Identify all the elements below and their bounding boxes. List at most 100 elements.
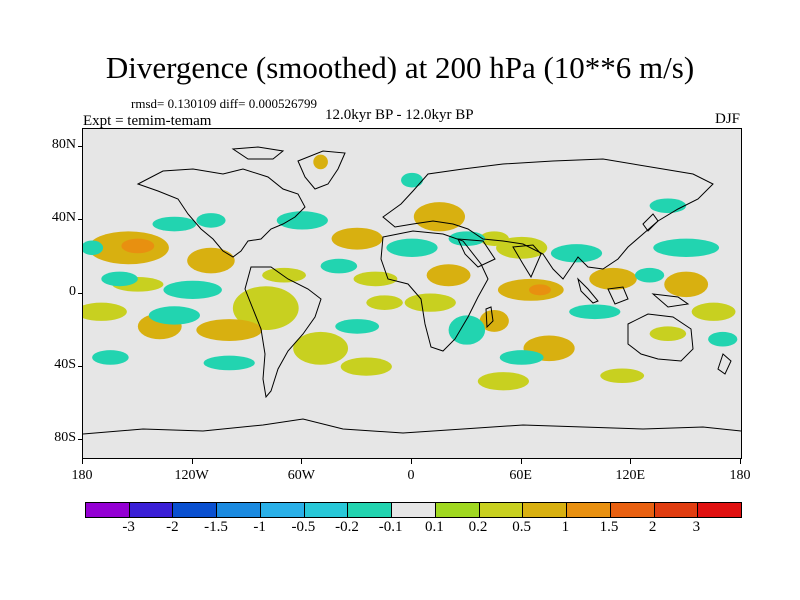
colorbar-swatch bbox=[435, 503, 480, 517]
colorbar-swatch bbox=[567, 503, 611, 517]
field-blob bbox=[203, 355, 255, 371]
x-tick-label: 60W bbox=[287, 468, 315, 483]
field-blob bbox=[448, 231, 486, 246]
colorbar-swatch bbox=[173, 503, 218, 517]
colorbar-swatch bbox=[260, 503, 305, 517]
coastlines bbox=[83, 146, 741, 435]
x-tick-label: 180 bbox=[71, 468, 93, 483]
coast-arabia bbox=[457, 238, 496, 268]
field-blob bbox=[313, 154, 328, 170]
season-label: DJF bbox=[714, 111, 740, 127]
y-tick-mark bbox=[78, 146, 82, 148]
y-tick-mark bbox=[78, 292, 82, 294]
coast-new-guinea bbox=[651, 293, 690, 308]
colorbar-swatch bbox=[698, 503, 742, 517]
field-blob bbox=[496, 236, 548, 259]
field-blob bbox=[550, 244, 603, 263]
field-blob bbox=[426, 264, 471, 287]
x-tick-mark bbox=[411, 459, 412, 464]
colorbar-swatch bbox=[610, 503, 655, 517]
field-blob bbox=[101, 271, 138, 287]
colorbar-swatch bbox=[392, 503, 436, 517]
field-blob bbox=[413, 202, 466, 232]
field-blob bbox=[187, 247, 235, 274]
colorbar-swatch bbox=[217, 503, 261, 517]
field-blob bbox=[196, 213, 226, 228]
coast-greenland bbox=[297, 150, 346, 190]
field-blob bbox=[340, 357, 392, 376]
y-tick-label: 40N bbox=[51, 210, 76, 226]
y-tick-label: 80S bbox=[54, 429, 76, 445]
coast-australia bbox=[627, 313, 694, 362]
x-tick-mark bbox=[520, 459, 522, 464]
coast-antarctica bbox=[83, 418, 741, 435]
field-blob bbox=[569, 304, 621, 320]
field-blob bbox=[649, 326, 687, 342]
colorbar-label: 1 bbox=[561, 519, 570, 535]
colorbar-label: 0.2 bbox=[468, 519, 488, 535]
colorbar-swatch bbox=[479, 503, 524, 517]
field-blob bbox=[163, 280, 222, 299]
field-blob bbox=[121, 238, 155, 254]
y-tick-mark bbox=[78, 219, 82, 221]
colorbar-swatch bbox=[86, 503, 130, 517]
colorbar-label: -0.5 bbox=[291, 519, 316, 535]
period-label: 12.0kyr BP - 12.0kyr BP bbox=[325, 107, 474, 123]
y-tick-label: 80N bbox=[51, 137, 76, 153]
field-blob bbox=[353, 271, 398, 287]
field-blob bbox=[634, 267, 665, 283]
x-tick-mark bbox=[191, 459, 193, 464]
coast-sumatra bbox=[577, 277, 599, 304]
field-blob bbox=[276, 211, 328, 230]
colorbar-swatch bbox=[654, 503, 699, 517]
colorbar-label: -1.5 bbox=[204, 519, 228, 535]
x-tick-mark bbox=[301, 459, 303, 464]
field-blob bbox=[600, 368, 645, 384]
colorbar-label: -2 bbox=[166, 519, 179, 535]
divergence-field bbox=[83, 154, 738, 391]
colorbar-swatch bbox=[304, 503, 349, 517]
y-tick-label: 40S bbox=[54, 356, 76, 372]
coast-borneo bbox=[607, 286, 629, 305]
coast-eurasia bbox=[382, 158, 714, 280]
field-blob bbox=[653, 238, 720, 257]
field-blob bbox=[148, 306, 200, 325]
field-blob bbox=[708, 331, 738, 347]
coast-japan bbox=[642, 213, 659, 232]
coast-north-america bbox=[136, 168, 306, 258]
x-tick-label: 120E bbox=[615, 468, 646, 483]
field-blob bbox=[499, 350, 544, 365]
coast-india bbox=[512, 244, 542, 279]
colorbar-label: 1.5 bbox=[599, 519, 619, 535]
field-blob bbox=[589, 267, 637, 290]
field-blob bbox=[401, 172, 423, 188]
field-blob bbox=[404, 293, 456, 312]
colorbar-label: -3 bbox=[122, 519, 135, 535]
field-blob bbox=[293, 331, 349, 365]
experiment-label: Expt = temim-temam bbox=[83, 113, 212, 129]
x-tick-mark bbox=[740, 459, 741, 464]
x-tick-label: 60E bbox=[509, 468, 532, 483]
x-tick-mark bbox=[630, 459, 632, 464]
field-blob bbox=[83, 240, 104, 256]
field-blob bbox=[152, 216, 197, 232]
coast-africa bbox=[380, 230, 489, 352]
field-blob bbox=[386, 238, 438, 257]
colorbar-label: -1 bbox=[253, 519, 266, 535]
field-blob bbox=[477, 372, 529, 391]
coast-arctic-islands bbox=[231, 146, 285, 160]
plot-title: Divergence (smoothed) at 200 hPa (10**6 … bbox=[105, 50, 695, 85]
colorbar-label: 0.1 bbox=[424, 519, 444, 535]
y-tick-mark bbox=[78, 438, 82, 440]
field-blob bbox=[232, 286, 299, 331]
y-tick-label: 0 bbox=[69, 283, 76, 299]
x-tick-mark bbox=[82, 459, 83, 464]
field-blob bbox=[331, 227, 383, 250]
colorbar-label: -0.1 bbox=[378, 519, 403, 535]
field-blob bbox=[320, 258, 358, 274]
field-blob bbox=[366, 295, 403, 310]
coast-madagascar bbox=[485, 306, 494, 329]
field-blob bbox=[83, 302, 127, 321]
colorbar-label: 0.5 bbox=[512, 519, 532, 535]
x-tick-label: 120W bbox=[174, 468, 209, 483]
